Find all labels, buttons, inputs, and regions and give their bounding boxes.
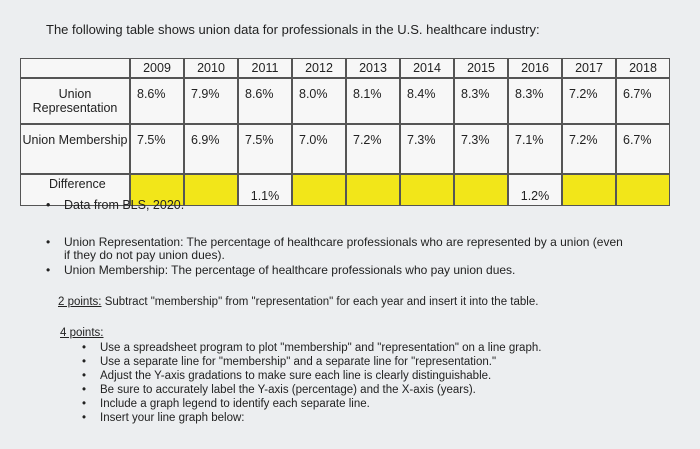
value-cell: 6.7% <box>616 78 670 124</box>
year-header: 2010 <box>184 58 238 78</box>
difference-cell <box>454 174 508 206</box>
difference-cell: 1.1% <box>238 174 292 206</box>
value-cell: 8.3% <box>454 78 508 124</box>
value-cell: 7.9% <box>184 78 238 124</box>
difference-cell <box>184 174 238 206</box>
value-cell: 7.2% <box>562 124 616 174</box>
definition: Union Membership: The percentage of heal… <box>46 264 624 278</box>
source-note: Data from BLS, 2020. <box>46 199 184 213</box>
header-cell <box>20 58 130 78</box>
intro-text: The following table shows union data for… <box>46 22 540 37</box>
task-item: Adjust the Y-axis gradations to make sur… <box>82 370 491 383</box>
task-item: Insert your line graph below: <box>82 412 245 425</box>
value-cell: 8.6% <box>130 78 184 124</box>
task-item: Use a separate line for "membership" and… <box>82 356 496 369</box>
difference-cell <box>616 174 670 206</box>
value-cell: 7.0% <box>292 124 346 174</box>
value-cell: 8.3% <box>508 78 562 124</box>
difference-cell <box>400 174 454 206</box>
value-cell: 8.1% <box>346 78 400 124</box>
task-item: Use a spreadsheet program to plot "membe… <box>82 342 541 355</box>
value-cell: 7.2% <box>346 124 400 174</box>
difference-cell <box>292 174 346 206</box>
difference-cell: 1.2% <box>508 174 562 206</box>
value-cell: 7.2% <box>562 78 616 124</box>
difference-cell <box>562 174 616 206</box>
task-label: 4 points: <box>60 327 104 339</box>
task: 2 points: Subtract "membership" from "re… <box>58 296 538 308</box>
year-header: 2013 <box>346 58 400 78</box>
value-cell: 8.0% <box>292 78 346 124</box>
task-label: 2 points: <box>58 296 102 308</box>
year-header: 2011 <box>238 58 292 78</box>
row-label: Union Representation <box>20 78 130 124</box>
task-item: Include a graph legend to identify each … <box>82 398 370 411</box>
value-cell: 7.3% <box>454 124 508 174</box>
value-cell: 8.6% <box>238 78 292 124</box>
year-header: 2014 <box>400 58 454 78</box>
year-header: 2017 <box>562 58 616 78</box>
definition: Union Representation: The percentage of … <box>46 236 624 262</box>
year-header: 2018 <box>616 58 670 78</box>
value-cell: 7.3% <box>400 124 454 174</box>
row-label: Union Membership <box>20 124 130 174</box>
value-cell: 8.4% <box>400 78 454 124</box>
value-cell: 7.5% <box>238 124 292 174</box>
task-text: Subtract "membership" from "representati… <box>104 296 539 308</box>
value-cell: 7.5% <box>130 124 184 174</box>
task-item: Be sure to accurately label the Y-axis (… <box>82 384 476 397</box>
value-cell: 7.1% <box>508 124 562 174</box>
year-header: 2012 <box>292 58 346 78</box>
value-cell: 6.7% <box>616 124 670 174</box>
value-cell: 6.9% <box>184 124 238 174</box>
year-header: 2016 <box>508 58 562 78</box>
year-header: 2009 <box>130 58 184 78</box>
year-header: 2015 <box>454 58 508 78</box>
difference-cell <box>346 174 400 206</box>
